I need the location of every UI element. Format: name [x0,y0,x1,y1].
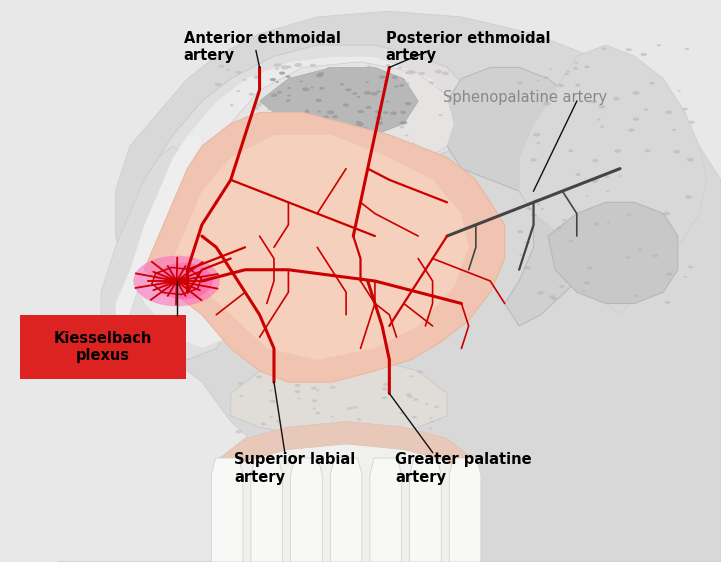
Ellipse shape [384,80,389,83]
Ellipse shape [327,110,334,114]
Ellipse shape [565,73,569,75]
Ellipse shape [533,133,541,137]
Ellipse shape [537,291,544,294]
Ellipse shape [400,111,406,114]
Ellipse shape [319,141,323,143]
Ellipse shape [286,112,293,117]
Ellipse shape [371,92,378,96]
Ellipse shape [256,375,262,378]
Ellipse shape [306,430,310,433]
Ellipse shape [301,135,308,138]
Ellipse shape [238,382,243,385]
Ellipse shape [562,219,566,221]
Ellipse shape [366,106,371,109]
Ellipse shape [253,75,261,79]
Polygon shape [58,11,721,562]
Ellipse shape [388,377,392,379]
Ellipse shape [357,123,364,126]
Ellipse shape [526,207,532,210]
Ellipse shape [287,66,292,68]
Ellipse shape [375,110,381,114]
Ellipse shape [688,265,693,268]
Ellipse shape [592,181,596,183]
Ellipse shape [358,110,364,113]
Ellipse shape [260,423,266,425]
Ellipse shape [628,129,634,132]
Polygon shape [330,458,362,562]
Ellipse shape [640,53,647,56]
Ellipse shape [417,370,423,374]
Ellipse shape [298,78,306,82]
Ellipse shape [597,119,601,120]
Ellipse shape [405,83,410,85]
Ellipse shape [269,115,273,117]
Ellipse shape [549,295,556,299]
Ellipse shape [376,84,382,87]
Ellipse shape [236,90,240,92]
Polygon shape [101,146,187,360]
Ellipse shape [276,420,281,423]
Ellipse shape [407,70,415,74]
Ellipse shape [531,214,537,217]
Ellipse shape [345,153,350,155]
Ellipse shape [252,162,257,165]
Ellipse shape [438,114,443,116]
Ellipse shape [685,48,689,50]
Ellipse shape [598,105,606,108]
Ellipse shape [353,423,359,427]
Polygon shape [231,360,447,438]
Ellipse shape [269,389,273,392]
Ellipse shape [536,203,540,205]
Ellipse shape [319,87,325,90]
Ellipse shape [218,157,225,161]
Ellipse shape [358,371,362,373]
Ellipse shape [575,84,580,87]
Ellipse shape [397,114,404,117]
Ellipse shape [544,102,551,106]
Ellipse shape [218,143,221,145]
Ellipse shape [133,256,220,306]
Ellipse shape [429,81,435,84]
Ellipse shape [419,71,425,75]
Ellipse shape [349,157,355,160]
Ellipse shape [613,97,619,101]
Polygon shape [115,135,202,326]
Ellipse shape [266,163,273,166]
Ellipse shape [637,249,642,251]
Ellipse shape [310,64,317,67]
Ellipse shape [357,418,361,420]
Ellipse shape [592,159,598,162]
Ellipse shape [244,117,249,119]
Ellipse shape [386,80,390,83]
Ellipse shape [309,162,315,166]
Ellipse shape [287,87,291,89]
Ellipse shape [316,127,324,131]
Ellipse shape [385,429,392,433]
Ellipse shape [404,102,412,105]
Ellipse shape [371,152,376,155]
Ellipse shape [275,81,279,83]
Ellipse shape [531,158,537,162]
Ellipse shape [619,175,622,177]
Ellipse shape [275,67,279,70]
Ellipse shape [517,81,523,84]
Ellipse shape [366,81,369,83]
Ellipse shape [633,117,640,121]
Ellipse shape [395,166,399,167]
Ellipse shape [274,63,281,67]
Ellipse shape [323,139,328,142]
Ellipse shape [678,90,681,92]
Ellipse shape [239,395,244,397]
Ellipse shape [382,145,389,149]
Ellipse shape [304,111,309,114]
Ellipse shape [286,84,293,88]
Ellipse shape [399,121,403,124]
Ellipse shape [300,117,304,120]
Ellipse shape [286,75,291,78]
Text: Kiesselbach
plexus: Kiesselbach plexus [54,331,152,363]
Ellipse shape [397,66,402,69]
Ellipse shape [587,266,593,270]
Polygon shape [548,202,678,303]
Ellipse shape [606,222,610,224]
